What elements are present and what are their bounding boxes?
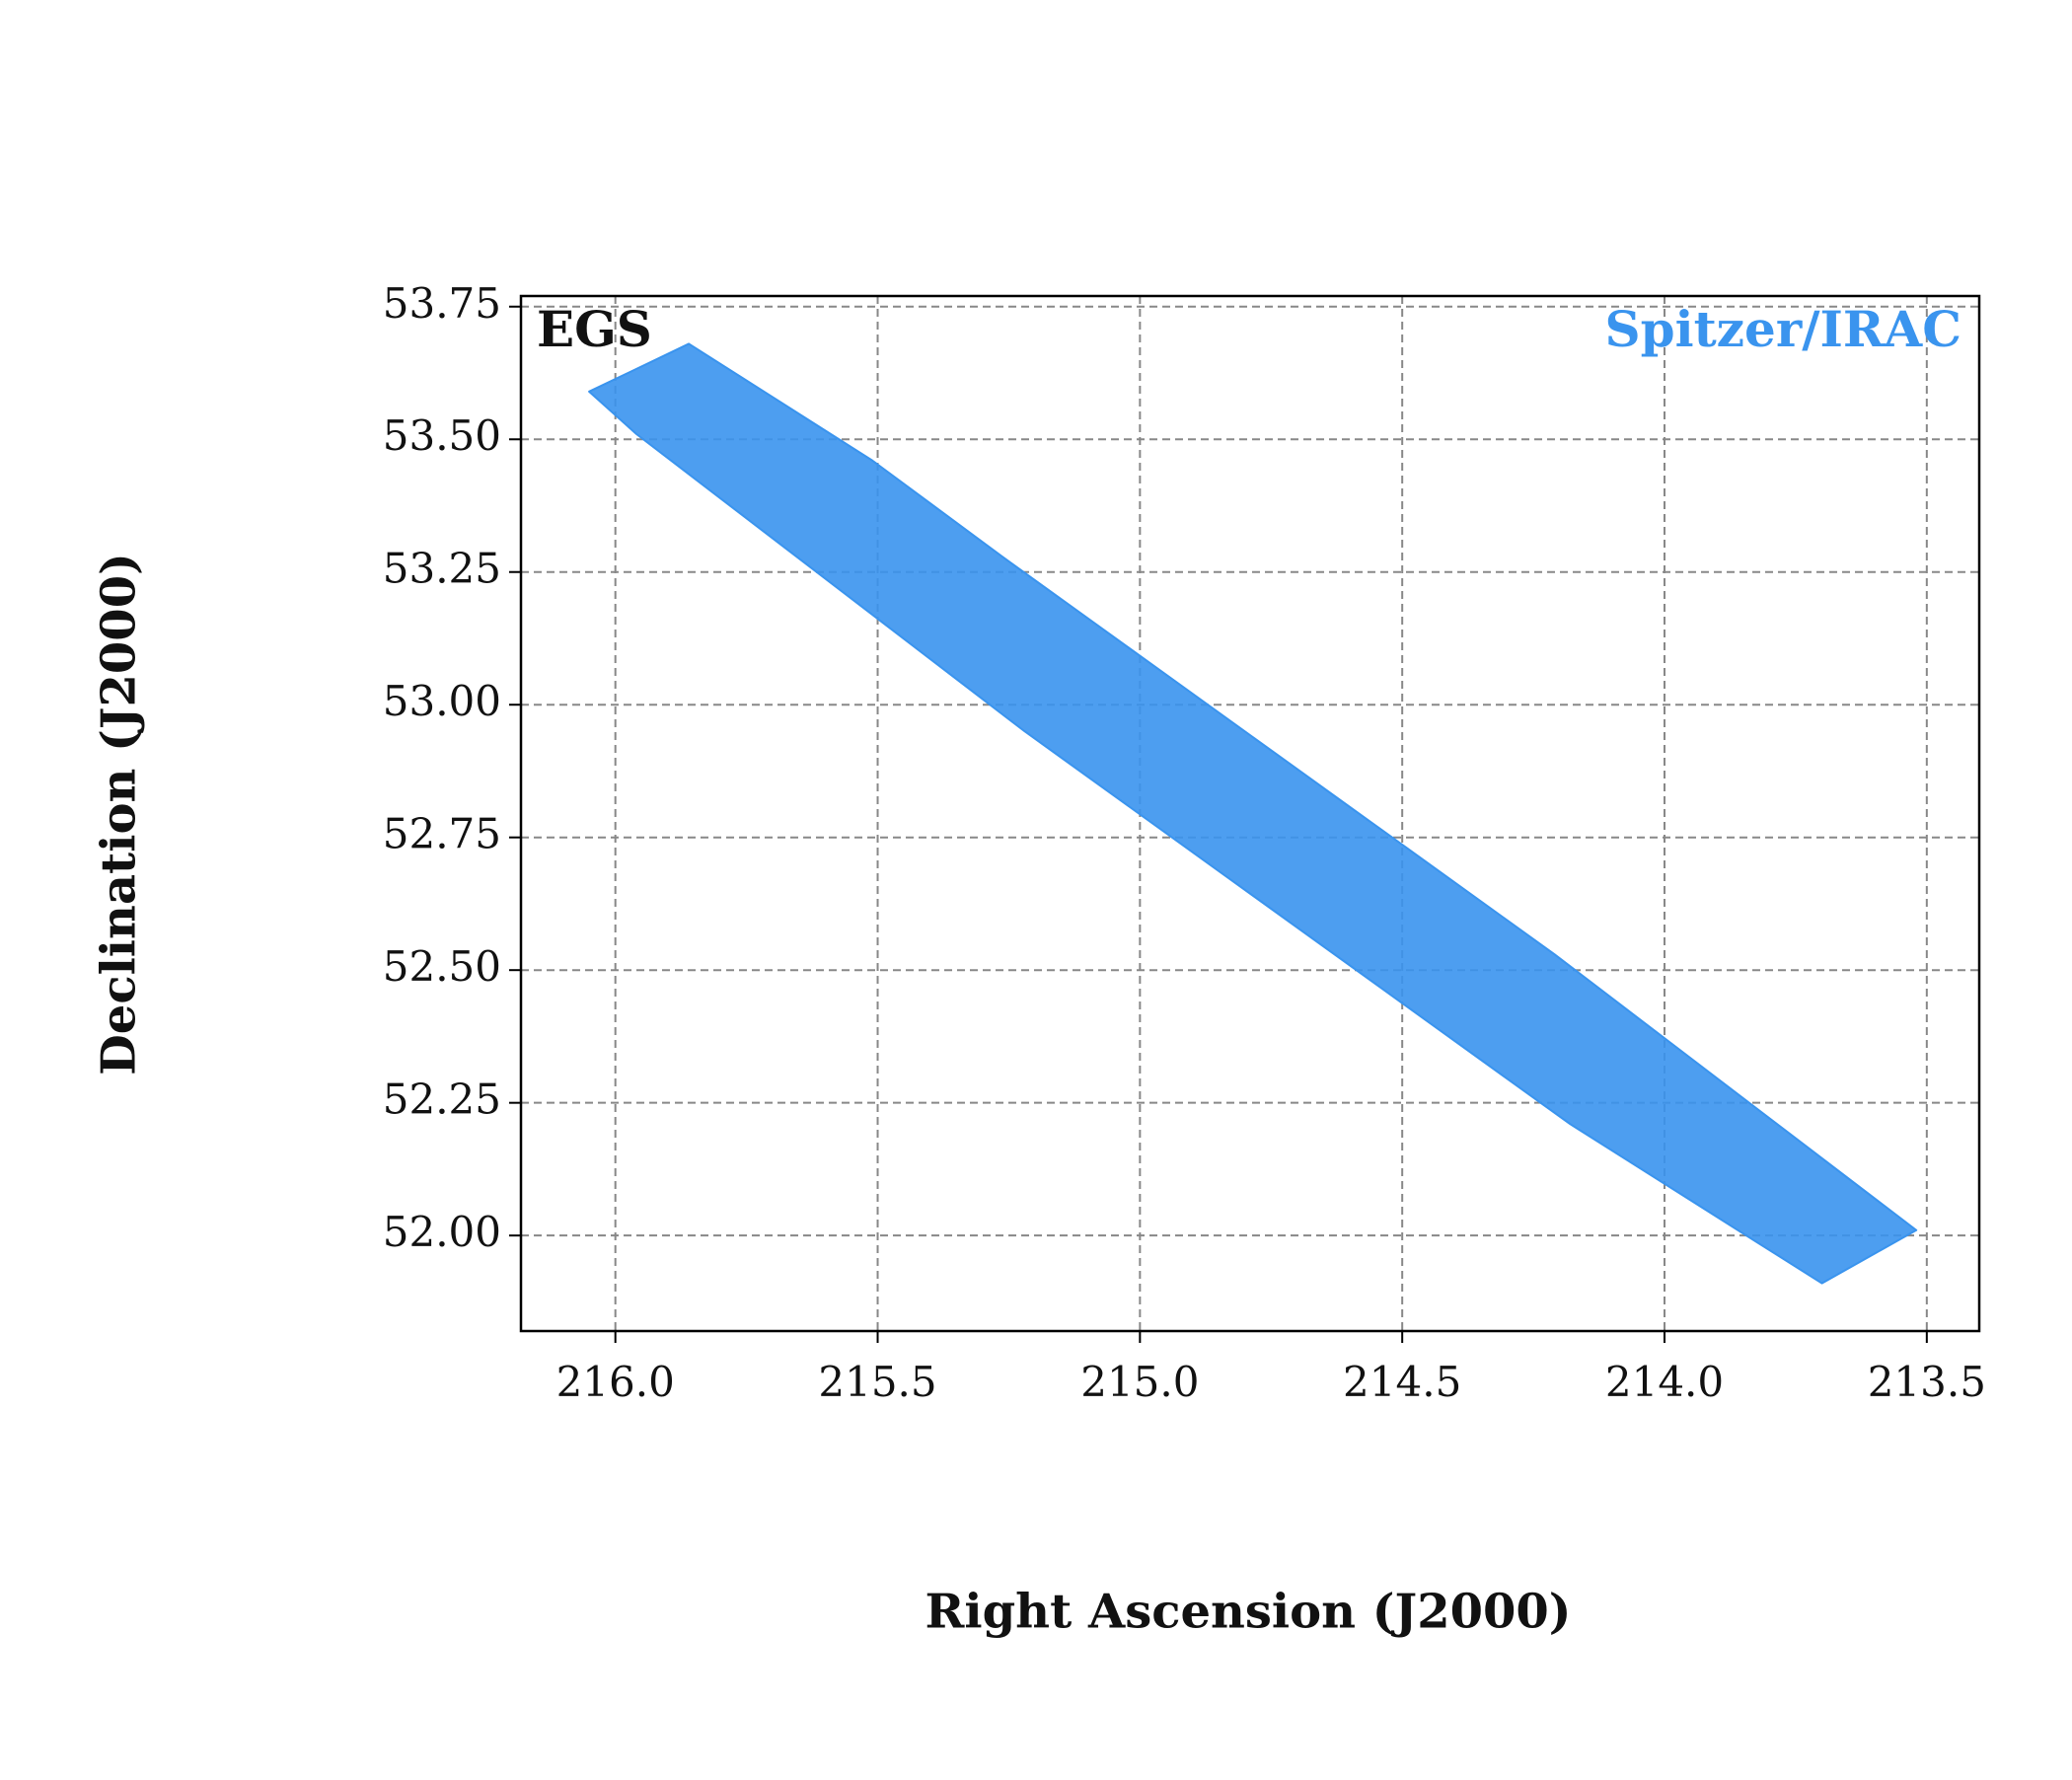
legend-label: Spitzer/IRAC [1605, 300, 1962, 358]
footprint [588, 342, 1918, 1285]
y-axis-label: Declination (J2000) [92, 553, 147, 1075]
y-tick-label: 52.75 [383, 810, 501, 858]
x-tick-label: 215.5 [818, 1358, 936, 1406]
y-tick-label: 52.00 [383, 1208, 501, 1256]
y-tick-label: 53.75 [383, 279, 501, 328]
plot-frame [519, 294, 1981, 1333]
x-axis-label: Right Ascension (J2000) [925, 1585, 1571, 1640]
field-label: EGS [537, 300, 652, 358]
y-tick-label: 53.25 [383, 545, 501, 593]
y-tick-label: 53.00 [383, 677, 501, 725]
x-tick-label: 213.5 [1868, 1358, 1986, 1406]
x-tick-label: 216.0 [556, 1358, 675, 1406]
x-tick-label: 214.0 [1605, 1358, 1724, 1406]
x-tick-label: 214.5 [1343, 1358, 1461, 1406]
x-tick-label: 215.0 [1080, 1358, 1199, 1406]
y-tick-label: 53.50 [383, 411, 501, 460]
y-tick-label: 52.50 [383, 942, 501, 991]
y-tick-label: 52.25 [383, 1075, 501, 1124]
